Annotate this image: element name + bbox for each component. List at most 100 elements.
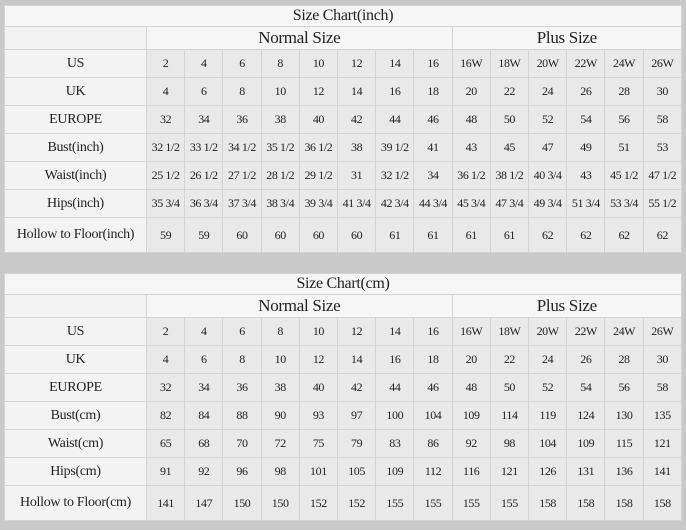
size-cell: 56 <box>604 105 644 134</box>
size-cell: 2 <box>145 49 186 78</box>
size-cell: 16 <box>413 317 453 346</box>
size-cell: 60 <box>260 217 300 253</box>
size-cell: 33 1/2 <box>184 133 224 162</box>
size-cell: 47 <box>528 133 568 162</box>
size-cell: 42 <box>337 105 377 134</box>
size-cell: 79 <box>337 429 377 458</box>
size-cell: 62 <box>528 217 568 253</box>
row-label: UK <box>4 345 147 374</box>
size-cell: 14 <box>337 345 377 374</box>
size-cell: 44 <box>375 105 415 134</box>
size-cell: 4 <box>145 77 186 106</box>
size-cell: 51 <box>604 133 644 162</box>
size-cell: 18 <box>413 77 453 106</box>
size-cell: 12 <box>337 49 377 78</box>
size-cell: 131 <box>566 457 606 486</box>
size-chart-cm: Size Chart(cm) Normal Size Plus Size US 2 4 6 8… <box>4 273 683 521</box>
size-cell: 38 1/2 <box>489 161 530 190</box>
size-cell: 22 <box>489 77 530 106</box>
size-cell: 155 <box>489 485 530 521</box>
size-cell: 53 3/4 <box>604 189 644 218</box>
size-cell: 98 <box>260 457 300 486</box>
size-cell: 12 <box>298 77 339 106</box>
group-normal-size: Normal Size <box>146 26 453 50</box>
size-cell: 36 1/2 <box>298 133 339 162</box>
size-cell: 36 <box>222 373 262 402</box>
table-row: Bust(inch) 32 1/2 33 1/2 34 1/2 35 1/2 36 1/2… <box>4 133 683 162</box>
row-label: Waist(inch) <box>4 161 147 190</box>
size-cell: 91 <box>145 457 186 486</box>
size-cell: 158 <box>642 485 683 521</box>
size-cell: 147 <box>184 485 224 521</box>
size-cell: 48 <box>451 105 491 134</box>
size-cell: 88 <box>222 401 262 430</box>
size-cell: 61 <box>375 217 415 253</box>
size-cell: 20W <box>528 49 568 78</box>
size-cell: 14 <box>337 77 377 106</box>
size-cell: 6 <box>222 317 262 346</box>
size-cell: 18W <box>489 317 530 346</box>
size-cell: 45 1/2 <box>604 161 644 190</box>
size-cell: 8 <box>222 345 262 374</box>
size-cell: 35 3/4 <box>145 189 186 218</box>
size-cell: 65 <box>145 429 186 458</box>
size-cell: 26 <box>566 77 606 106</box>
size-cell: 121 <box>489 457 530 486</box>
size-cell: 59 <box>184 217 224 253</box>
size-cell: 158 <box>566 485 606 521</box>
size-cell: 8 <box>260 49 300 78</box>
size-cell: 29 1/2 <box>298 161 339 190</box>
size-cell: 22W <box>566 317 606 346</box>
size-cell: 16W <box>451 49 491 78</box>
size-cell: 41 <box>413 133 453 162</box>
size-cell: 10 <box>298 317 339 346</box>
size-cell: 28 1/2 <box>260 161 300 190</box>
size-cell: 61 <box>413 217 453 253</box>
size-cell: 100 <box>375 401 415 430</box>
size-cell: 4 <box>145 345 186 374</box>
size-cell: 51 3/4 <box>566 189 606 218</box>
size-cell: 152 <box>298 485 339 521</box>
size-cell: 24 <box>528 77 568 106</box>
size-cell: 38 <box>260 373 300 402</box>
size-cell: 47 3/4 <box>489 189 530 218</box>
table-row: US 2 4 6 8 10 12 14 16 16W 18W 20W 22W 24W 26W <box>4 317 683 346</box>
group-plus-size: Plus Size <box>451 26 683 50</box>
size-cell: 54 <box>566 105 606 134</box>
size-cell: 34 <box>184 373 224 402</box>
size-cell: 31 <box>337 161 377 190</box>
size-cell: 42 <box>337 373 377 402</box>
size-cell: 22W <box>566 49 606 78</box>
row-label: Hips(inch) <box>4 189 147 218</box>
size-cell: 70 <box>222 429 262 458</box>
size-cell: 121 <box>642 429 683 458</box>
size-cell: 6 <box>222 49 262 78</box>
size-cell: 36 <box>222 105 262 134</box>
size-cell: 39 3/4 <box>298 189 339 218</box>
group-plus-size: Plus Size <box>451 294 683 318</box>
size-cell: 58 <box>642 105 683 134</box>
size-cell: 150 <box>222 485 262 521</box>
size-cell: 93 <box>298 401 339 430</box>
size-cell: 28 <box>604 77 644 106</box>
size-cell: 38 3/4 <box>260 189 300 218</box>
size-cell: 82 <box>145 401 186 430</box>
size-cell: 4 <box>184 317 224 346</box>
size-cell: 38 <box>260 105 300 134</box>
size-cell: 68 <box>184 429 224 458</box>
size-cell: 50 <box>489 105 530 134</box>
size-cell: 150 <box>260 485 300 521</box>
size-cell: 155 <box>413 485 453 521</box>
size-cell: 24 <box>528 345 568 374</box>
size-cell: 16 <box>413 49 453 78</box>
row-label: US <box>4 317 147 346</box>
size-cell: 45 3/4 <box>451 189 491 218</box>
chart-title: Size Chart(cm) <box>4 273 682 295</box>
table-row: Hips(cm) 91 92 96 98 101 105 109 112 116 121 126 131… <box>4 457 683 486</box>
table-row: Bust(cm) 82 84 88 90 93 97 100 104 109 114 119 124 13… <box>4 401 683 430</box>
size-cell: 16 <box>375 77 415 106</box>
size-cell: 34 1/2 <box>222 133 262 162</box>
size-cell: 49 3/4 <box>528 189 568 218</box>
size-cell: 126 <box>528 457 568 486</box>
table-row: Hollow to Floor(cm) 141 147 150 150 152 152 155… <box>4 485 683 521</box>
